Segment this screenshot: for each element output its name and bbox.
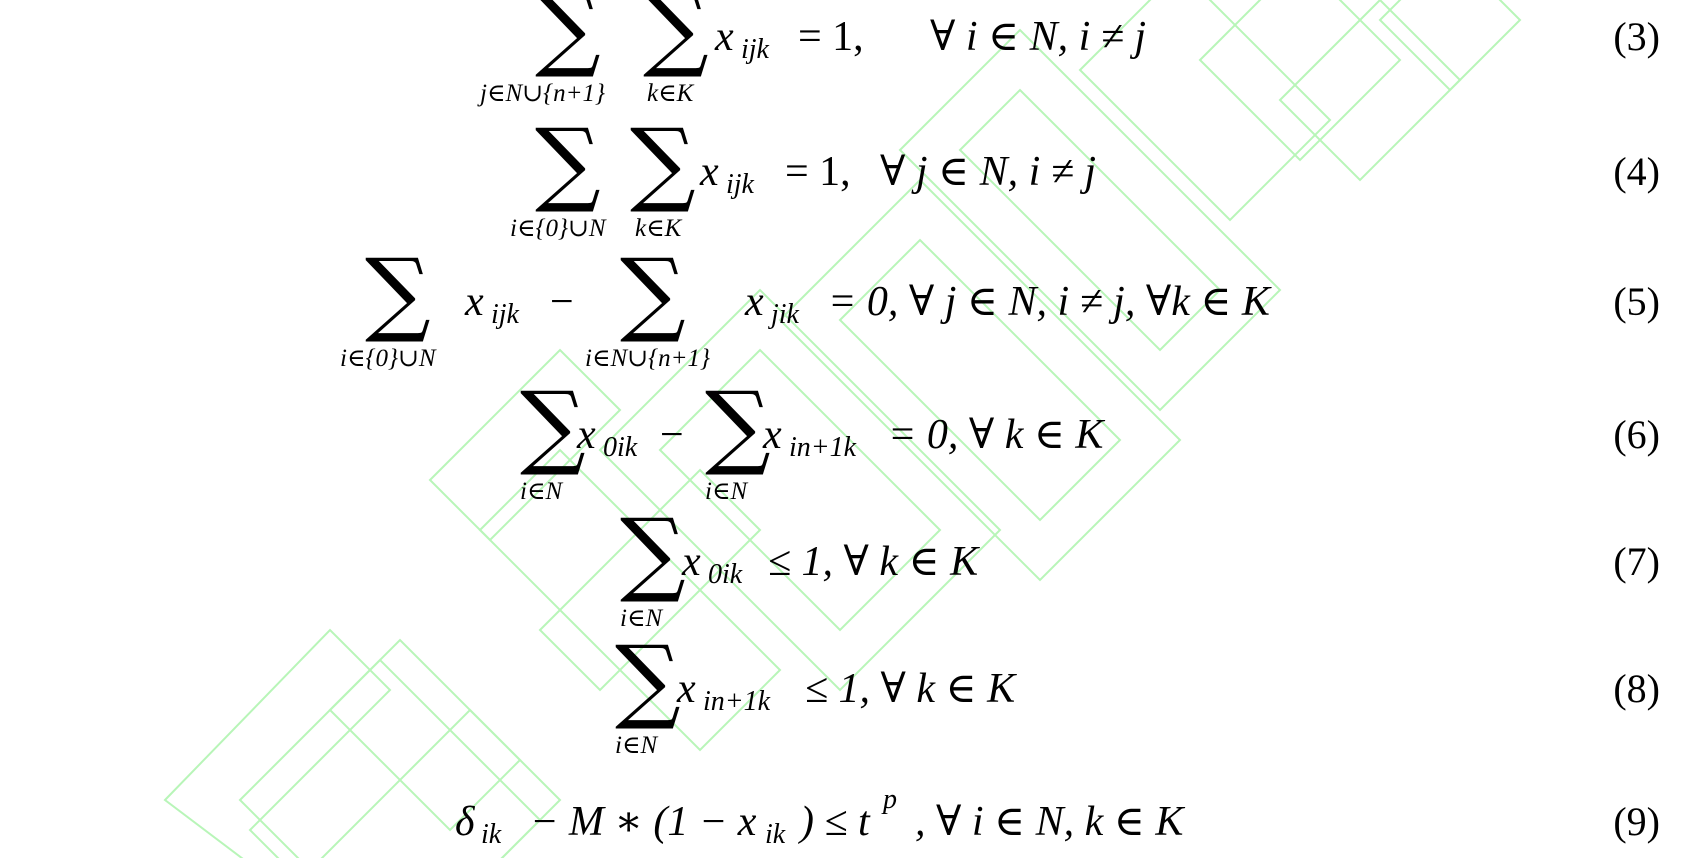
summation-sign: ∑ [520, 372, 586, 479]
equation-text: = 1, [798, 14, 864, 60]
summation-sign: ∑ [620, 239, 686, 346]
equation-text: = 0, ∀ j ∈ N, i ≠ j, ∀k ∈ K [828, 279, 1270, 325]
summation-sign: ∑ [705, 372, 771, 479]
variable: δ [455, 799, 475, 845]
variable-subscript: ijk [491, 299, 519, 330]
equation-text: − M ∗ (1 − x [530, 799, 757, 845]
summation-limit: i∈{0}∪N [510, 215, 606, 242]
variable-subscript: in+1k [703, 686, 771, 717]
summation-limit: j∈N∪{n+1} [480, 80, 605, 107]
summation-limit: k∈K [647, 80, 694, 107]
summation-sign: ∑ [535, 0, 601, 81]
equation-row: ∑ j∈N∪{n+1} ∑ k∈K x ijk = 1, ∀ i ∈ N, i ≠ j (3) [0, 0, 1695, 142]
summation-limit: i∈N∪{n+1} [585, 345, 710, 372]
equation-number: (7) [1613, 539, 1660, 584]
variable: x [577, 412, 596, 458]
variable: x [715, 14, 734, 60]
equation-row: ∑ i∈{0}∪N x ijk − ∑ i∈N∪{n+1} x jik = 0, ∀ j ∈ N,… [0, 247, 1695, 407]
summation-limit: i∈N [705, 478, 748, 505]
summation-sign: ∑ [643, 0, 709, 81]
equation-number: (8) [1613, 666, 1660, 711]
equation-text: ∀ i ∈ N, i ≠ j [930, 14, 1147, 60]
variable-subscript: jik [771, 299, 799, 330]
variable-subscript: in+1k [789, 432, 857, 463]
equation-number: (6) [1613, 412, 1660, 457]
variable-subscript: ijk [741, 34, 769, 65]
equation-row: ∑ i∈{0}∪N ∑ k∈K x ijk = 1, ∀ j ∈ N, i ≠ j (4) [0, 117, 1695, 277]
summation-sign: ∑ [365, 239, 431, 346]
equation-number: (4) [1613, 149, 1660, 194]
variable-subscript: 0ik [603, 432, 638, 463]
summation-sign: ∑ [630, 109, 696, 216]
variable: x [700, 149, 719, 195]
summation-limit: i∈{0}∪N [340, 345, 436, 372]
equation-row: ∑ i∈N x 0ik ≤ 1, ∀ k ∈ K (7) [0, 507, 1695, 667]
variable-subscript: ijk [726, 169, 754, 200]
equation-row: ∑ i∈N x 0ik − ∑ i∈N x in+1k = 0, ∀ k ∈ K (6) [0, 380, 1695, 540]
equation-text: − [550, 279, 574, 325]
summation-limit: i∈N [520, 478, 563, 505]
variable: x [682, 539, 701, 585]
equation-number: (3) [1613, 14, 1660, 59]
variable-subscript: ik [481, 819, 502, 850]
equation-text: = 0, ∀ k ∈ K [888, 412, 1104, 458]
equation-row: ∑ i∈N x in+1k ≤ 1, ∀ k ∈ K (8) [0, 634, 1695, 794]
summation-limit: k∈K [635, 215, 682, 242]
variable: x [465, 279, 484, 325]
summation-sign: ∑ [620, 499, 686, 606]
equation-text: ) ≤ t [800, 799, 870, 845]
variable-subscript: 0ik [708, 559, 743, 590]
equation-text: ≤ 1, ∀ k ∈ K [768, 539, 979, 585]
equation-number: (5) [1613, 279, 1660, 324]
equation-text: , ∀ i ∈ N, k ∈ K [915, 799, 1184, 845]
variable: x [745, 279, 764, 325]
superscript: p [883, 784, 897, 815]
variable: x [763, 412, 782, 458]
summation-sign: ∑ [615, 626, 681, 733]
variable-subscript: ik [765, 819, 786, 850]
summation-sign: ∑ [535, 109, 601, 216]
equation-number: (9) [1613, 799, 1660, 844]
equation-text: ∀ j ∈ N, i ≠ j [880, 149, 1097, 195]
variable: x [677, 666, 696, 712]
summation-limit: i∈N [615, 732, 658, 759]
equation-text: ≤ 1, ∀ k ∈ K [805, 666, 1016, 712]
equation-text: − [660, 412, 684, 458]
equation-text: = 1, [785, 149, 851, 195]
